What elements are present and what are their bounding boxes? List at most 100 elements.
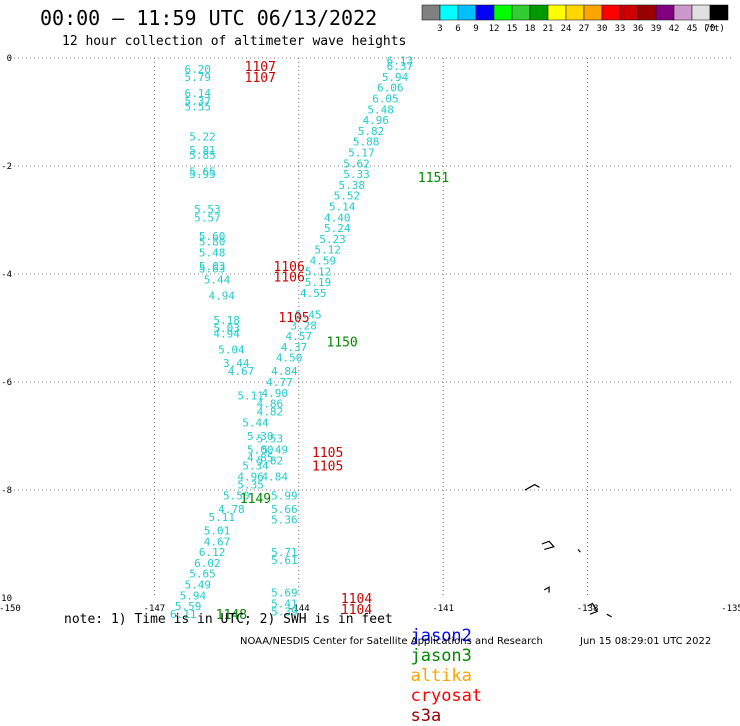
wave-height-value: 4.84 [261,471,288,484]
colorbar-label: 12 [489,24,500,34]
wave-height-value: 5.18 [213,314,240,327]
pass-number-label: 1104 [341,592,372,607]
pass-number-label: 1148 [216,608,247,623]
wave-height-value: 5.44 [242,417,269,430]
wave-height-value: 5.37 [184,95,211,108]
pass-number-label: 1105 [312,460,343,475]
wave-height-value: 6.37 [387,60,414,73]
pass-number-label: 1106 [274,271,305,286]
colorbar-swatch [421,4,441,21]
wave-height-value: 5.12 [305,265,332,278]
page-title: 00:00 – 11:59 UTC 06/13/2022 [40,6,378,30]
wave-height-value: 5.57 [194,211,221,224]
wave-height-value: 5.53 [194,203,221,216]
wave-height-value: 4.96 [363,114,390,127]
wave-height-value: 5.19 [305,276,332,289]
colorbar-label: 18 [525,24,536,34]
wave-height-value: 5.41 [271,597,298,610]
colorbar-label: 45 [687,24,698,34]
wave-height-value: 5.94 [180,589,207,602]
wave-height-value: 6.12 [199,546,226,559]
wave-height-value: 4.86 [257,398,284,411]
colorbar-swatch [547,4,567,21]
island-outline [577,549,581,553]
wave-height-value: 3.44 [223,357,250,370]
colorbar-swatch [709,4,729,21]
wave-height-value: 4.40 [324,211,351,224]
pass-number-label: 1149 [240,492,271,507]
wave-height-value: 5.49 [184,579,211,592]
colorbar-label: 21 [543,24,554,34]
wave-height-value: 5.24 [324,222,351,235]
pass-number-label: 1107 [245,60,276,75]
colorbar-swatch [655,4,675,21]
colorbar-swatch [493,4,513,21]
colorbar-swatch [529,4,549,21]
wave-height-value: 5.03 [199,260,226,273]
satellite-legend: jason2 jason3 altika cryosat s3a [390,606,490,726]
wave-height-value: 5.30 [247,430,274,443]
wave-height-value: 4.67 [204,535,231,548]
pass-number-label: 1150 [326,336,357,351]
colorbar-swatch [565,4,585,21]
wave-height-value: 4.59 [310,255,337,268]
wave-height-value: 4.94 [213,327,240,340]
wave-height-value: 4.94 [209,290,236,303]
wave-height-value: 5.12 [314,244,341,257]
wave-height-value: 5.38 [338,179,365,192]
wave-height-value: 5.14 [329,201,356,214]
wave-height-value: 6.05 [372,93,399,106]
wave-height-value: 5.66 [271,503,298,516]
colorbar-swatch [619,4,639,21]
wave-height-value: 5.45 [295,309,322,322]
wave-height-value: 5.35 [237,479,264,492]
wave-height-value: 5.23 [319,233,346,246]
wave-height-value: 5.50 [223,489,250,502]
colorbar-label: 24 [561,24,572,34]
legend-jason2: jason2 [410,626,472,646]
wave-height-value: 5.11 [237,390,264,403]
colorbar-label: 3 [437,24,442,34]
wave-height-value: 5.65 [189,568,216,581]
pass-number-label: 1106 [274,260,305,275]
wave-height-value: 5.65 [189,165,216,178]
wave-height-value: 6.13 [387,55,414,68]
wave-height-value: 4.90 [261,387,288,400]
legend-s3a: s3a [410,706,442,726]
wave-height-value: 5.88 [353,136,380,149]
x-tick-label: -144 [288,604,310,614]
wave-height-value: 4.50 [276,352,303,365]
wave-height-value: 4.82 [257,406,284,419]
wave-height-value: 5.59 [175,600,202,613]
colorbar-label: 33 [615,24,626,34]
colorbar-swatch [475,4,495,21]
island-outline [541,540,555,550]
wave-height-value: 5.00 [247,444,274,457]
x-tick-label: -138 [577,604,599,614]
wave-height-value: 5.39 [271,606,298,619]
footer-credit: NOAA/NESDIS Center for Satellite Applica… [240,636,543,647]
legend-altika: altika [410,666,472,686]
wave-height-value: 4.67 [228,365,255,378]
wave-height-value: 5.82 [257,454,284,467]
wave-height-value: 4.78 [218,503,245,516]
wave-height-value: 5.85 [189,149,216,162]
colorbar-label: 27 [579,24,590,34]
colorbar-label: 36 [633,24,644,34]
altimeter-map: 3 6 9 12 15 18 21 24 27 30 33 36 39 42 45 70(ft)-150 -14… [0,4,740,623]
colorbar-swatch [583,4,603,21]
wave-height-value: 5.81 [189,144,216,157]
colorbar-label: 6 [455,24,460,34]
pass-number-label: 1107 [245,71,276,86]
colorbar-swatch [691,4,711,21]
colorbar-swatch [457,4,477,21]
pass-number-label: 1105 [312,446,343,461]
y-tick-label: -8 [1,486,12,496]
y-tick-label: -4 [1,270,12,280]
note-text: note: 1) Time is in UTC; 2) SWH is in fe… [64,612,393,627]
colorbar-label: 9 [473,24,478,34]
wave-height-value: 6.06 [377,82,404,95]
x-tick-label: -150 [0,604,21,614]
colorbar-label: 15 [507,24,518,34]
wave-height-value: 5.22 [189,130,216,143]
